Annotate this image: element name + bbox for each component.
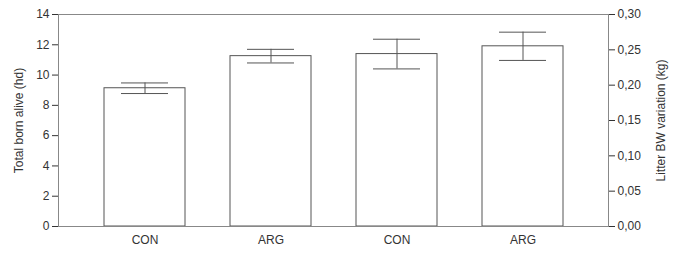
svg-text:8: 8 bbox=[43, 98, 50, 112]
svg-text:0,30: 0,30 bbox=[618, 7, 642, 21]
svg-text:CON: CON bbox=[384, 233, 411, 247]
svg-text:0,25: 0,25 bbox=[618, 43, 642, 57]
svg-text:0,10: 0,10 bbox=[618, 149, 642, 163]
svg-text:0,20: 0,20 bbox=[618, 78, 642, 92]
svg-text:0,15: 0,15 bbox=[618, 113, 642, 127]
svg-text:6: 6 bbox=[43, 128, 50, 142]
svg-text:ARG: ARG bbox=[510, 233, 536, 247]
svg-text:Litter BW variation (kg): Litter BW variation (kg) bbox=[654, 59, 668, 181]
svg-text:4: 4 bbox=[43, 159, 50, 173]
svg-text:CON: CON bbox=[132, 233, 159, 247]
svg-text:2: 2 bbox=[43, 189, 50, 203]
svg-text:0,00: 0,00 bbox=[618, 219, 642, 233]
svg-text:0: 0 bbox=[43, 219, 50, 233]
svg-text:ARG: ARG bbox=[258, 233, 284, 247]
svg-text:Total born alive (hd): Total born alive (hd) bbox=[12, 68, 26, 173]
svg-text:14: 14 bbox=[36, 7, 50, 21]
svg-text:12: 12 bbox=[36, 38, 50, 52]
svg-text:10: 10 bbox=[36, 68, 50, 82]
svg-text:0,05: 0,05 bbox=[618, 184, 642, 198]
